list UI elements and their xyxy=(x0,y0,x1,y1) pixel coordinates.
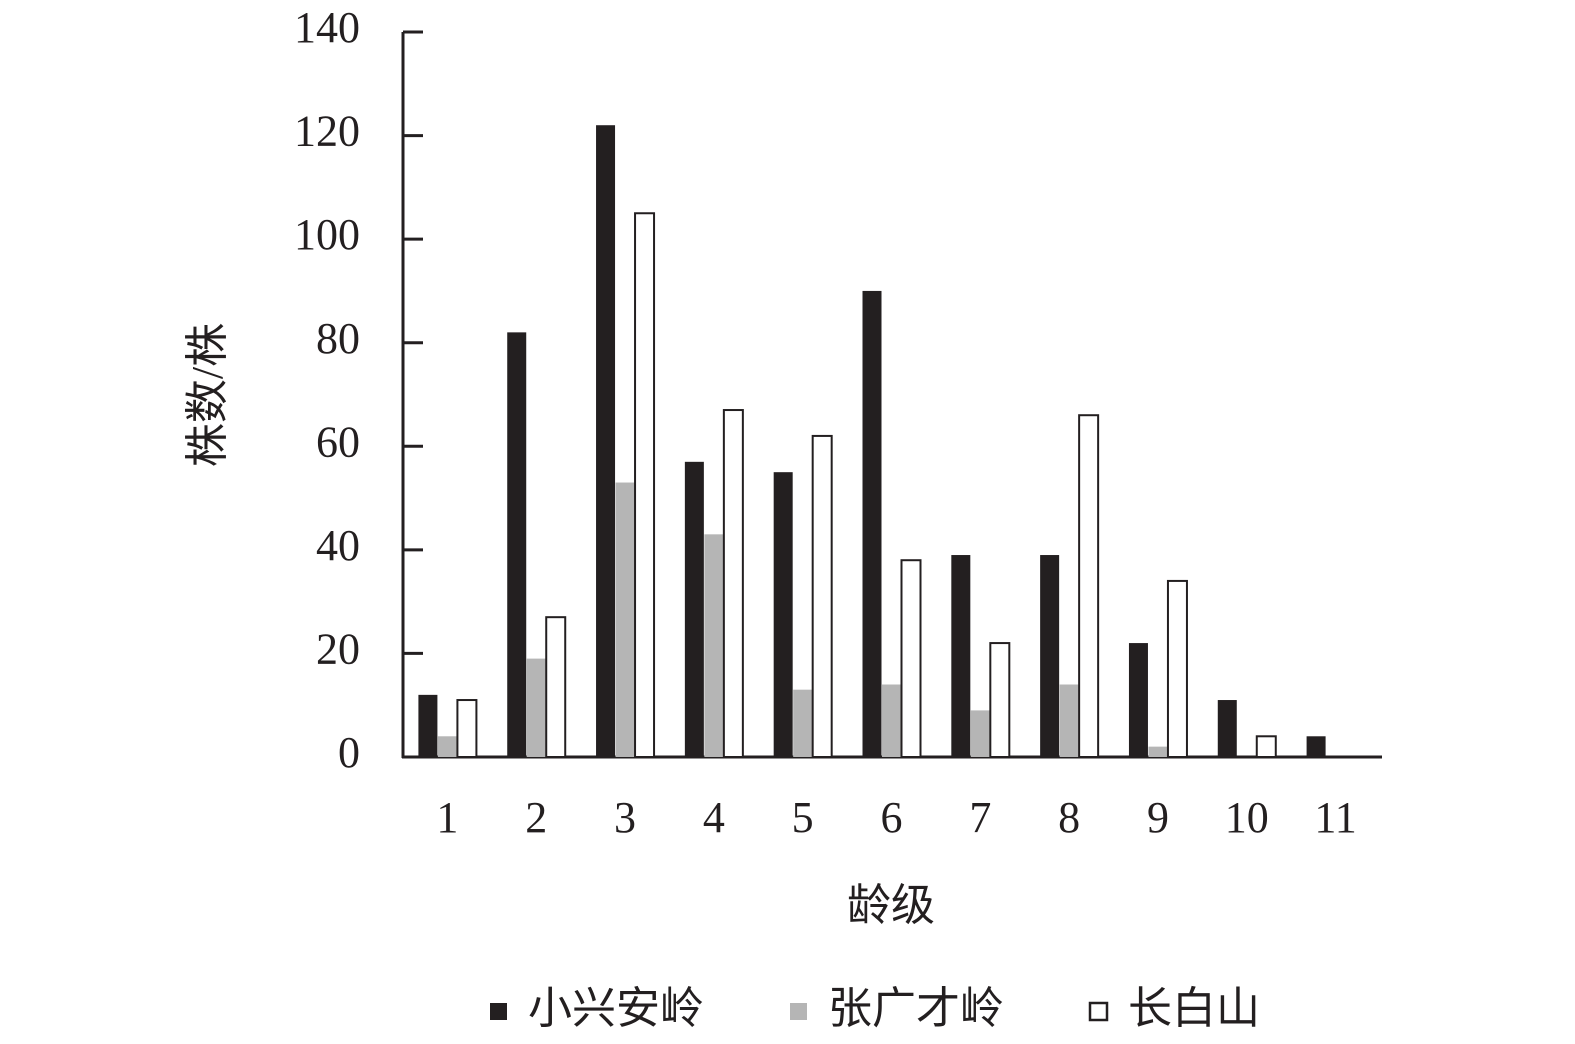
y-tick-label: 40 xyxy=(316,521,360,570)
bar xyxy=(1217,700,1237,757)
legend-marker xyxy=(490,1003,507,1020)
bar xyxy=(811,434,833,758)
y-tick-label: 20 xyxy=(316,625,360,674)
bar xyxy=(989,642,1011,758)
bar xyxy=(1128,643,1148,757)
bar xyxy=(882,684,901,757)
bar xyxy=(1078,414,1100,758)
x-tick-label: 10 xyxy=(1225,793,1269,842)
bar xyxy=(418,694,438,757)
x-tick-label: 8 xyxy=(1058,793,1080,842)
x-tick-label: 5 xyxy=(792,793,814,842)
bar xyxy=(456,699,478,758)
bar xyxy=(1166,579,1188,759)
bar xyxy=(437,736,457,757)
y-tick-label: 140 xyxy=(294,3,360,52)
bar xyxy=(1059,684,1079,757)
x-tick-label: 2 xyxy=(525,793,547,842)
y-tick-label: 100 xyxy=(294,210,360,259)
bar xyxy=(596,125,616,757)
bar xyxy=(722,409,744,758)
bar xyxy=(1148,746,1168,757)
y-axis-label: 株数/株 xyxy=(183,323,232,467)
y-tick-label: 0 xyxy=(338,728,360,777)
y-tick-label: 80 xyxy=(316,314,360,363)
x-tick-label: 1 xyxy=(436,793,458,842)
x-tick-label: 4 xyxy=(703,793,725,842)
bar xyxy=(793,689,813,757)
bar xyxy=(545,616,567,759)
legend-marker xyxy=(790,1003,807,1020)
y-tick-label: 60 xyxy=(316,417,360,466)
bar xyxy=(773,472,793,757)
x-tick-label: 6 xyxy=(881,793,903,842)
y-tick-label: 120 xyxy=(294,107,360,156)
bar xyxy=(970,710,990,757)
legend-label: 长白山 xyxy=(1128,984,1260,1033)
bar xyxy=(951,555,971,757)
legend-label: 张广才岭 xyxy=(828,984,1004,1033)
x-tick-label: 3 xyxy=(614,793,636,842)
bar xyxy=(1040,555,1060,757)
bar xyxy=(1255,735,1277,758)
bar xyxy=(526,658,546,757)
x-tick-label: 11 xyxy=(1314,793,1356,842)
bar xyxy=(634,212,656,758)
bar xyxy=(862,290,882,757)
bar xyxy=(615,482,635,757)
bar xyxy=(684,461,704,757)
bar xyxy=(507,332,527,757)
x-tick-label: 7 xyxy=(969,793,991,842)
legend-marker xyxy=(1088,1001,1109,1022)
x-axis-label: 龄级 xyxy=(847,881,935,930)
x-tick-label: 9 xyxy=(1147,793,1169,842)
bar xyxy=(900,559,922,759)
legend-label: 小兴安岭 xyxy=(528,984,704,1033)
bar xyxy=(704,534,724,757)
bar xyxy=(1306,736,1326,757)
